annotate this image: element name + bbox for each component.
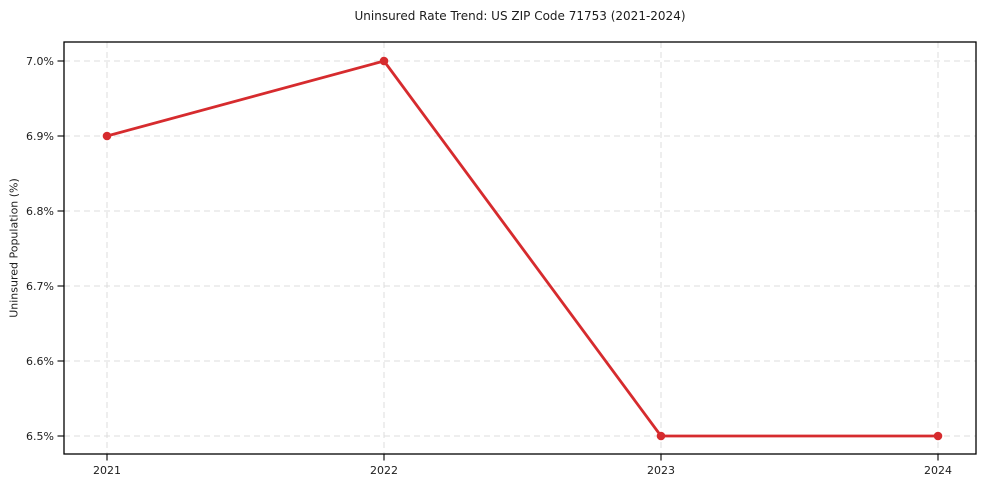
data-point-2024 xyxy=(933,431,943,441)
x-tick-label: 2023 xyxy=(647,464,675,477)
data-point-2023 xyxy=(656,431,666,441)
y-tick-label: 6.9% xyxy=(26,130,54,143)
data-point-2021 xyxy=(102,131,112,141)
plot-area-background xyxy=(64,42,976,454)
x-tick-label: 2021 xyxy=(93,464,121,477)
trend-line xyxy=(105,59,940,438)
y-tick-label: 6.7% xyxy=(26,280,54,293)
data-point-2022 xyxy=(379,56,389,66)
chart-title: Uninsured Rate Trend: US ZIP Code 71753 … xyxy=(354,9,686,23)
x-tick-label: 2024 xyxy=(924,464,952,477)
y-tick-label: 6.8% xyxy=(26,205,54,218)
x-tick-label: 2022 xyxy=(370,464,398,477)
y-tick-label: 6.6% xyxy=(26,355,54,368)
y-tick-label: 7.0% xyxy=(26,55,54,68)
y-tick-label: 6.5% xyxy=(26,430,54,443)
plot-border xyxy=(63,41,977,455)
y-axis-label: Uninsured Population (%) xyxy=(7,178,21,318)
